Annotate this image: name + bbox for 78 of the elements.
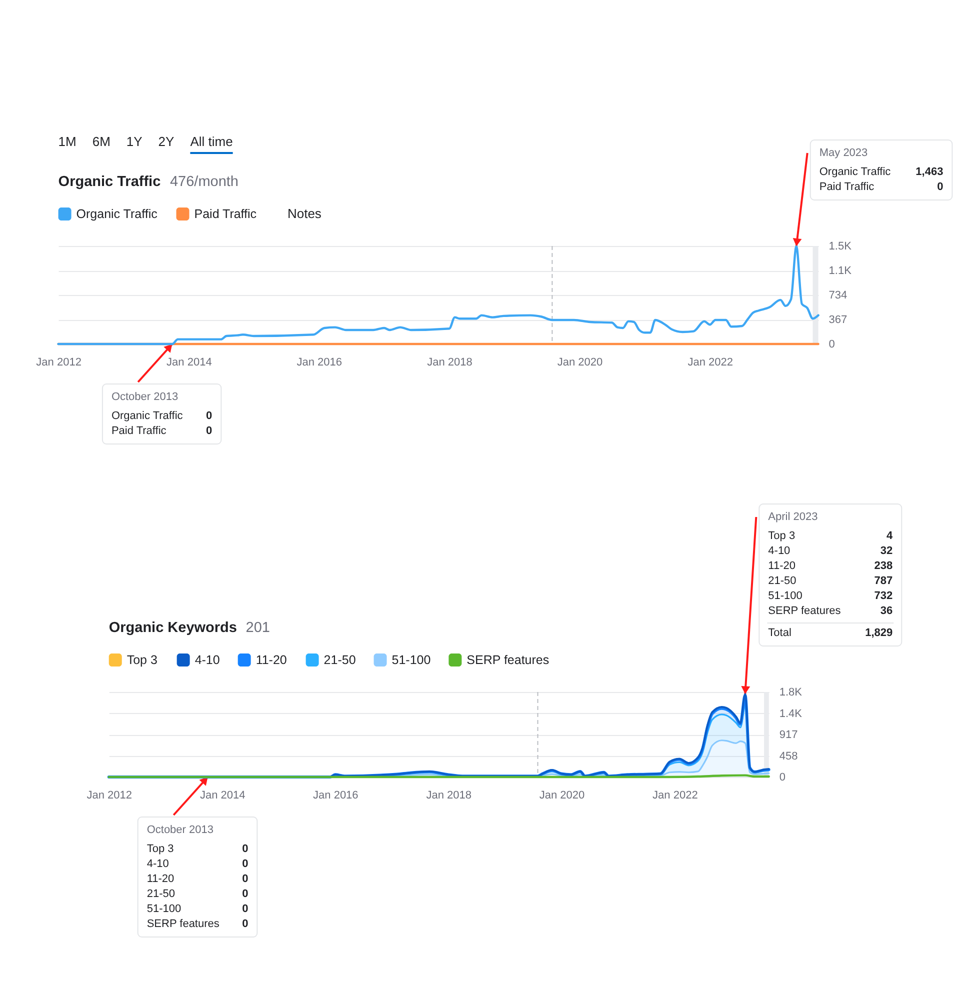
x-tick-label: Jan 2012	[36, 356, 82, 368]
text: Paid Traffic	[111, 425, 167, 437]
chart-subtitle: 476/month	[170, 174, 239, 190]
text: 0	[206, 410, 212, 422]
y-tick-label: 0	[779, 772, 786, 784]
text: 1M	[58, 134, 76, 149]
y-tick-label: 367	[828, 314, 848, 326]
annotation: October 2013	[111, 391, 178, 403]
text: Paid Traffic	[819, 181, 875, 193]
y-tick-label: 1.8K	[779, 686, 803, 698]
text: 0	[242, 873, 248, 885]
chart-subtitle: 201	[246, 620, 270, 636]
text: 4	[886, 530, 894, 542]
x-tick-label: Jan 2018	[426, 790, 472, 802]
y-tick-label: 0	[828, 338, 835, 350]
x-tick-label: Jan 2012	[86, 790, 132, 802]
text: 51-100	[146, 903, 182, 915]
text: 238	[874, 560, 893, 572]
text: 732	[874, 590, 893, 602]
y-tick-label: 458	[779, 750, 798, 762]
text: SERP features	[768, 605, 842, 617]
legend-label: 51-100	[392, 653, 431, 667]
y-tick-label: 1.4K	[779, 708, 803, 720]
annotation: October 2013	[146, 824, 214, 836]
text: 0	[242, 843, 248, 855]
text: 0	[242, 888, 248, 900]
y-tick-label: 1.1K	[828, 265, 852, 277]
legend-label: Organic Traffic	[76, 207, 158, 221]
text: 11-20	[146, 873, 174, 885]
legend-label: 21-50	[324, 653, 356, 667]
text: 1,829	[865, 627, 893, 639]
text: 6M	[92, 134, 110, 149]
y-tick-label: 1.5K	[828, 240, 852, 252]
text: 0	[242, 858, 248, 870]
x-tick-label: Jan 2018	[427, 356, 472, 368]
legend-label: 11-20	[256, 653, 287, 667]
text: 0	[937, 181, 944, 193]
x-tick-label: Jan 2020	[539, 790, 585, 802]
annotation: May 2023	[819, 147, 868, 159]
text: SERP features	[146, 918, 220, 930]
annotation: April 2023	[768, 511, 818, 523]
text: Organic Traffic	[819, 166, 892, 178]
legend-label: SERP features	[466, 653, 550, 667]
text: 0	[206, 425, 212, 437]
y-tick-label: 734	[828, 290, 848, 302]
text: 0	[242, 918, 248, 930]
text: 4-10	[768, 545, 790, 557]
text: All time	[190, 134, 233, 149]
text: Top 3	[146, 843, 174, 855]
text: 2Y	[158, 134, 175, 149]
x-tick-label: Jan 2016	[313, 790, 358, 802]
text: 0	[242, 903, 248, 915]
text: 787	[874, 575, 893, 587]
x-tick-label: Jan 2014	[200, 790, 246, 802]
text: Total	[768, 627, 792, 639]
x-tick-label: Jan 2022	[688, 356, 733, 368]
text: 4-10	[146, 858, 169, 870]
chart-title: Organic Keywords	[108, 620, 237, 636]
x-tick-label: Jan 2020	[557, 356, 603, 368]
text: 21-50	[768, 575, 796, 587]
text: 1Y	[126, 134, 143, 149]
text: 36	[880, 605, 893, 617]
y-tick-label: 917	[779, 729, 798, 741]
text: 21-50	[146, 888, 175, 900]
chart-title: Organic Traffic	[58, 174, 161, 190]
legend-label: Paid Traffic	[194, 207, 257, 221]
x-tick-label: Jan 2016	[296, 356, 342, 368]
text: Top 3	[768, 530, 796, 542]
x-tick-label: Jan 2014	[166, 356, 212, 368]
text: Organic Traffic	[111, 410, 184, 422]
text: Notes	[287, 206, 322, 221]
legend-label: Top 3	[126, 653, 158, 667]
x-tick-label: Jan 2022	[652, 790, 698, 802]
text: 32	[880, 545, 893, 557]
text: 1,463	[916, 166, 944, 178]
text: 51-100	[768, 590, 802, 602]
text: 11-20	[768, 560, 796, 572]
legend-label: 4-10	[194, 653, 220, 667]
